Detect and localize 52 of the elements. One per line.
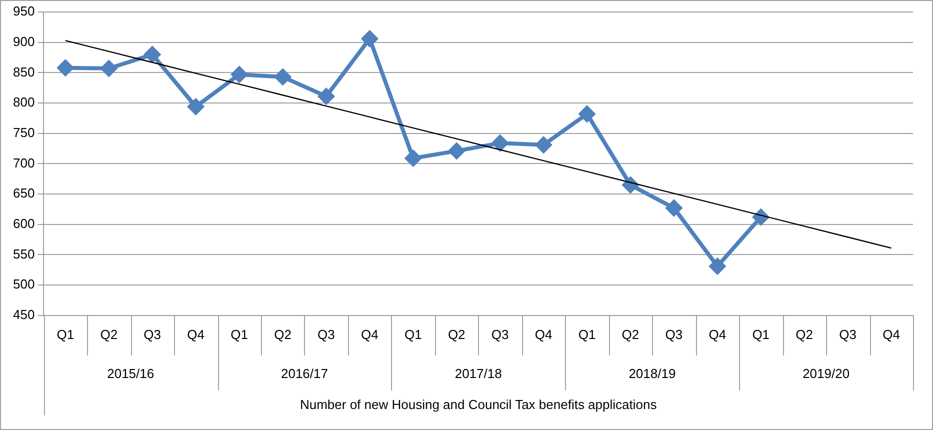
point — [57, 60, 74, 76]
point — [536, 136, 552, 153]
y-tick-label: 700 — [12, 155, 35, 170]
y-tick-label: 450 — [12, 306, 35, 322]
point — [188, 98, 204, 115]
x-tick-label: Q1 — [404, 326, 422, 342]
y-tick-label: 900 — [12, 34, 35, 49]
y-tick-label: 750 — [12, 124, 35, 140]
x-tick-label: Q4 — [534, 326, 552, 342]
text: 2018/19 — [628, 366, 676, 381]
point — [144, 46, 160, 62]
x-tick-label: Q2 — [796, 326, 814, 342]
x-tick-label: Q2 — [100, 326, 118, 342]
y-tick-label: 800 — [12, 94, 35, 110]
point — [709, 258, 726, 274]
point — [579, 106, 596, 122]
x-tick-label: Q2 — [448, 326, 466, 342]
x-tick-label: Q4 — [708, 326, 726, 342]
x-tick-label: Q1 — [578, 326, 596, 342]
text: 2015/16 — [107, 366, 154, 381]
point — [318, 88, 334, 104]
point — [274, 68, 291, 85]
text: 2019/20 — [802, 366, 850, 381]
x-tick-label: Q3 — [318, 326, 335, 342]
x-tick-label: Q3 — [491, 326, 509, 342]
point — [231, 66, 248, 82]
point — [362, 30, 378, 47]
x-tick-label: Q3 — [839, 326, 856, 342]
y-tick-label: 500 — [12, 276, 35, 292]
x-tick-label: Q2 — [274, 326, 292, 342]
point — [666, 200, 682, 216]
x-tick-label: Q4 — [361, 326, 378, 342]
point — [405, 150, 422, 166]
x-tick-label: Q2 — [622, 326, 640, 342]
y-tick-label: 850 — [12, 64, 35, 80]
point — [448, 142, 465, 159]
x-tick-label: Q1 — [752, 326, 770, 342]
point — [100, 60, 117, 76]
y-tick-label: 550 — [12, 246, 35, 262]
x-tick-label: Q1 — [230, 326, 248, 342]
text: 2016/17 — [280, 366, 328, 381]
y-tick-label: 600 — [12, 216, 35, 231]
y-tick-label: 950 — [12, 4, 35, 19]
x-tick-label: Q4 — [882, 326, 900, 342]
text: 2017/18 — [454, 366, 502, 381]
x-axis-title: Number of new Housing and Council Tax benefits applications — [300, 396, 658, 412]
y-tick-label: 650 — [12, 186, 35, 201]
x-tick-label: Q1 — [56, 326, 74, 342]
point — [492, 135, 508, 152]
x-tick-label: Q3 — [144, 326, 162, 342]
x-tick-label: Q3 — [665, 326, 683, 342]
x-tick-label: Q4 — [187, 326, 204, 342]
